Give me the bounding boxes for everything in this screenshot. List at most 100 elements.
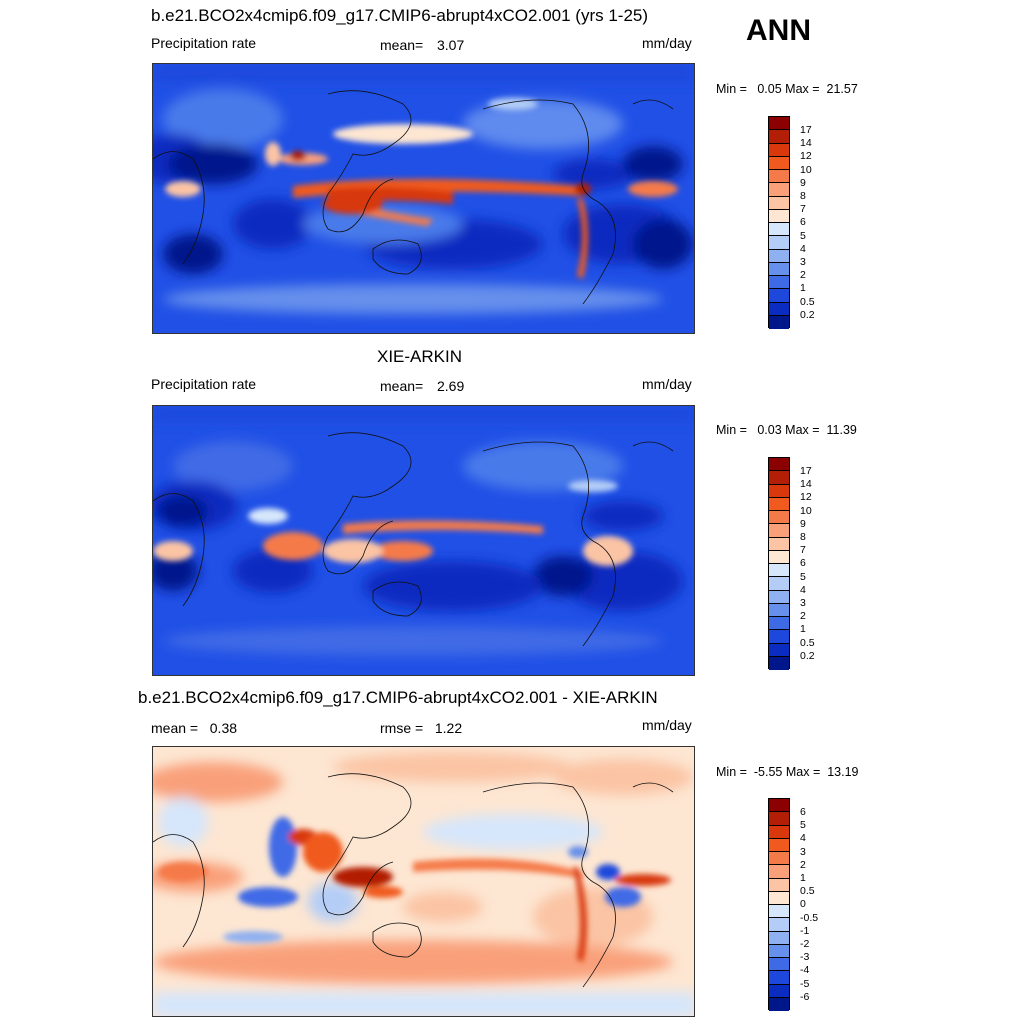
colorbar-tick-label: 3 [800, 846, 806, 858]
colorbar-tick-label: 5 [800, 230, 806, 242]
map-diff-precip [152, 746, 695, 1017]
panel-mid-mean-label: mean= [380, 378, 424, 394]
panel-bot-mean-label: mean = [151, 720, 199, 736]
colorbar-seg [769, 537, 789, 551]
panel-mid-max-label: Max = [785, 423, 820, 437]
colorbar-tick-label: 12 [800, 491, 812, 503]
colorbar-seg [769, 196, 789, 210]
colorbar-tick-label: 14 [800, 137, 812, 149]
colorbar-tick-label: 5 [800, 571, 806, 583]
colorbar-seg [769, 511, 789, 525]
colorbar-tick-label: 0.5 [800, 885, 815, 897]
colorbar-seg [769, 997, 789, 1011]
colorbar-tick-label: 7 [800, 544, 806, 556]
colorbar-tick-label: -4 [800, 964, 810, 976]
colorbar-tick-label: 2 [800, 269, 806, 281]
panel-top-min-value: 0.05 [757, 82, 782, 96]
colorbar-seg [769, 183, 789, 197]
colorbar-precip-mid [768, 457, 790, 670]
colorbar-seg [769, 170, 789, 184]
panel-mid-units: mm/day [642, 376, 692, 392]
colorbar-seg [769, 497, 789, 511]
panel-mid-minmax: Min = 0.03 Max = 11.39 [716, 423, 857, 437]
colorbar-tick-label: 5 [800, 819, 806, 831]
panel-top-title: b.e21.BCO2x4cmip6.f09_g17.CMIP6-abrupt4x… [151, 6, 649, 25]
panel-bot-min-value: -5.55 [753, 765, 783, 779]
colorbar-tick-label: 0.2 [800, 650, 815, 662]
colorbar-tick-label: 0.2 [800, 309, 815, 321]
colorbar-seg [769, 971, 789, 985]
colorbar-seg [769, 289, 789, 303]
panel-top-minmax: Min = 0.05 Max = 21.57 [716, 82, 858, 96]
colorbar-diff [768, 798, 790, 1011]
colorbar-seg [769, 117, 789, 131]
map-obs-precip [152, 405, 695, 676]
colorbar-tick-label: 9 [800, 177, 806, 189]
colorbar-seg [769, 838, 789, 852]
colorbar-seg [769, 262, 789, 276]
colorbar-tick-label: 7 [800, 203, 806, 215]
colorbar-seg [769, 630, 789, 644]
colorbar-seg [769, 852, 789, 866]
colorbar-seg [769, 577, 789, 591]
colorbar-tick-label: 1 [800, 872, 806, 884]
colorbar-seg [769, 156, 789, 170]
panel-bot-max-label: Max = [785, 765, 821, 779]
colorbar-seg [769, 130, 789, 144]
colorbar-seg [769, 302, 789, 316]
colorbar-seg [769, 276, 789, 290]
panel-top-max-value: 21.57 [826, 82, 858, 96]
colorbar-tick-label: 0.5 [800, 637, 815, 649]
colorbar-seg [769, 878, 789, 892]
colorbar-seg [769, 524, 789, 538]
colorbar-seg [769, 209, 789, 223]
panel-mid-variable: Precipitation rate [151, 376, 257, 392]
colorbar-tick-label: -6 [800, 991, 810, 1003]
panel-top-mean-label: mean= [380, 37, 424, 53]
colorbar-seg [769, 958, 789, 972]
colorbar-tick-label: 6 [800, 557, 806, 569]
colorbar-tick-label: 14 [800, 478, 812, 490]
colorbar-seg [769, 484, 789, 498]
panel-top-max-label: Max = [785, 82, 820, 96]
colorbar-seg [769, 590, 789, 604]
season-label: ANN [746, 14, 811, 47]
colorbar-seg [769, 315, 789, 329]
colorbar-seg [769, 799, 789, 813]
colorbar-seg [769, 931, 789, 945]
panel-mid-min-value: 0.03 [757, 423, 782, 437]
colorbar-seg [769, 223, 789, 237]
panel-bot-title: b.e21.BCO2x4cmip6.f09_g17.CMIP6-abrupt4x… [138, 688, 658, 707]
colorbar-seg [769, 812, 789, 826]
map-model-precip [152, 63, 695, 334]
colorbar-seg [769, 905, 789, 919]
panel-bot-max-value: 13.19 [827, 765, 859, 779]
colorbar-tick-label: -5 [800, 978, 810, 990]
panel-top-variable: Precipitation rate [151, 35, 257, 51]
panel-top-units: mm/day [642, 35, 692, 51]
colorbar-tick-label: 12 [800, 150, 812, 162]
panel-mid-max-value: 11.39 [826, 423, 857, 437]
colorbar-tick-label: -1 [800, 925, 810, 937]
panel-bot-units: mm/day [642, 717, 692, 733]
colorbar-tick-label: 4 [800, 832, 806, 844]
colorbar-tick-label: -3 [800, 951, 810, 963]
panel-bot-mean: mean = 0.38 [151, 720, 237, 736]
colorbar-tick-label: 17 [800, 465, 812, 477]
colorbar-tick-label: 8 [800, 531, 806, 543]
colorbar-precip-top [768, 116, 790, 329]
colorbar-tick-label: 3 [800, 256, 806, 268]
colorbar-seg [769, 865, 789, 879]
panel-mid-title: XIE-ARKIN [377, 347, 463, 366]
colorbar-tick-label: 4 [800, 584, 806, 596]
colorbar-tick-label: 1 [800, 623, 806, 635]
colorbar-tick-label: 0.5 [800, 296, 815, 308]
colorbar-seg [769, 249, 789, 263]
colorbar-seg [769, 643, 789, 657]
colorbar-seg [769, 143, 789, 157]
panel-bot-mean-value: 0.38 [209, 720, 238, 736]
colorbar-seg [769, 944, 789, 958]
colorbar-tick-label: 6 [800, 806, 806, 818]
colorbar-seg [769, 236, 789, 250]
panel-top-min-label: Min = [716, 82, 747, 96]
